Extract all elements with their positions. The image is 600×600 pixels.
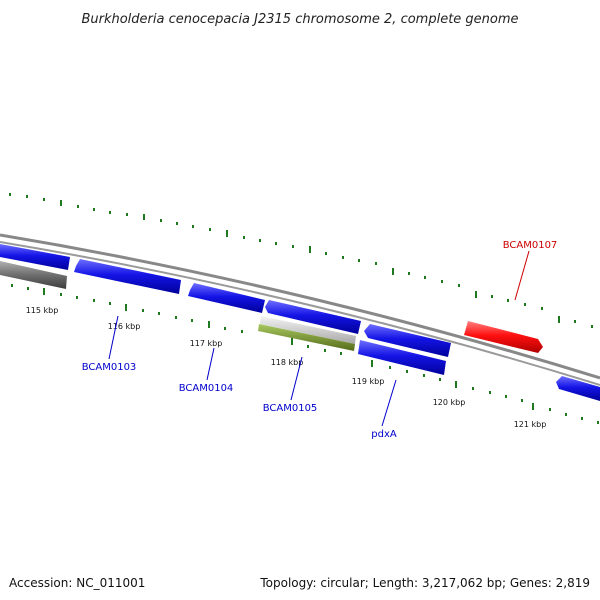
gene-label-pdxA[interactable]: pdxA <box>371 429 397 440</box>
gene-arrow[interactable] <box>556 376 600 401</box>
map-title: Burkholderia cenocepacia J2315 chromosom… <box>81 12 518 27</box>
reverse-strand-genes <box>0 261 446 375</box>
tick-label: 120 kbp <box>433 398 466 407</box>
gene-arrow[interactable] <box>0 244 70 270</box>
gene-arrow-BCAM0107[interactable] <box>464 321 543 353</box>
tick-labels: 115 kbp 116 kbp 117 kbp 118 kbp 119 kbp … <box>26 306 547 429</box>
tick-label: 119 kbp <box>352 377 385 386</box>
gene-label-BCAM0104[interactable]: BCAM0104 <box>179 383 234 394</box>
tick-label: 118 kbp <box>271 358 304 367</box>
gene-arrow[interactable] <box>364 324 451 357</box>
lower-tick-track <box>11 284 599 424</box>
gene-labels: BCAM0103 BCAM0104 BCAM0105 pdxA BCAM0107 <box>82 240 558 440</box>
gene-label-BCAM0107[interactable]: BCAM0107 <box>503 240 558 251</box>
tick-label: 115 kbp <box>26 306 59 315</box>
tick-label: 121 kbp <box>514 420 547 429</box>
gene-arrow[interactable] <box>74 259 181 294</box>
rna-feature[interactable] <box>258 324 355 351</box>
backbone-outer <box>0 233 600 380</box>
gene-arrow[interactable] <box>0 261 67 289</box>
summary-text: Topology: circular; Length: 3,217,062 bp… <box>259 576 590 590</box>
backbone-inner <box>0 241 600 386</box>
tick-label: 116 kbp <box>108 322 141 331</box>
upper-tick-track <box>9 193 593 328</box>
forward-strand-genes <box>0 244 600 401</box>
gene-label-BCAM0105[interactable]: BCAM0105 <box>263 403 318 414</box>
tick-label: 117 kbp <box>190 339 223 348</box>
gene-label-BCAM0103[interactable]: BCAM0103 <box>82 362 137 373</box>
gene-arrow[interactable] <box>265 300 361 334</box>
gene-arrow[interactable] <box>188 283 265 313</box>
accession-text: Accession: NC_011001 <box>9 576 145 590</box>
rna-feature[interactable] <box>260 316 356 344</box>
gene-arrow[interactable] <box>358 340 446 375</box>
label-leaders <box>108 250 530 427</box>
